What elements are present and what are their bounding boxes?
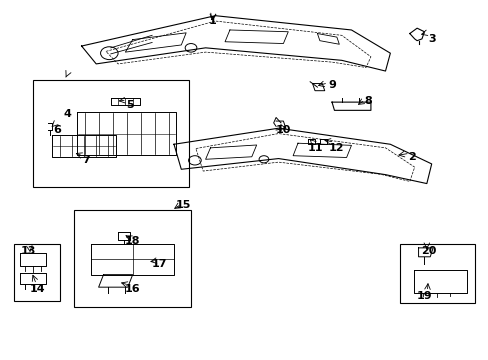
Text: 8: 8	[364, 96, 371, 107]
Text: 16: 16	[124, 284, 140, 294]
Text: 12: 12	[328, 143, 344, 153]
Text: 14: 14	[30, 284, 45, 294]
Text: 9: 9	[327, 80, 335, 90]
Bar	[74, 210, 191, 307]
Text: 15: 15	[176, 200, 191, 210]
Text: 18: 18	[124, 236, 140, 246]
Text: 7: 7	[82, 156, 90, 165]
Bar	[14, 244, 60, 301]
Bar	[33, 80, 188, 187]
Text: 17: 17	[151, 259, 167, 269]
Text: 1: 1	[208, 16, 216, 26]
Text: 2: 2	[407, 152, 415, 162]
Text: 13: 13	[20, 247, 36, 256]
Text: 5: 5	[126, 100, 134, 110]
Text: 10: 10	[275, 125, 290, 135]
Text: 4: 4	[63, 109, 71, 119]
Text: 11: 11	[306, 143, 322, 153]
Text: 3: 3	[427, 34, 435, 44]
Text: 19: 19	[416, 291, 431, 301]
Text: 6: 6	[53, 125, 61, 135]
Text: 20: 20	[421, 247, 436, 256]
Bar	[399, 244, 474, 303]
